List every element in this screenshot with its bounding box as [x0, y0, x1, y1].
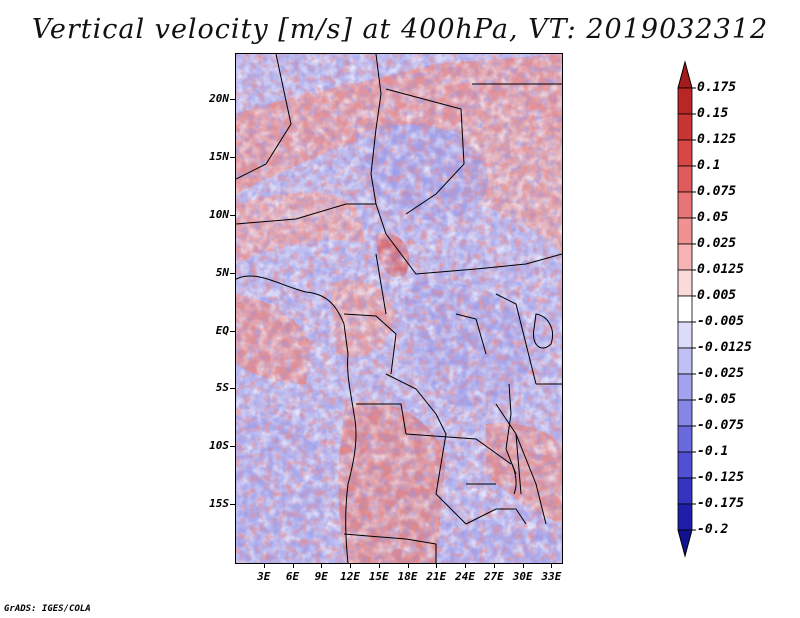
lon-tick-label: 12E: [340, 570, 360, 583]
lon-tick-mark: [264, 563, 265, 568]
map-panel: [235, 53, 563, 564]
grads-credit: GrADS: IGES/COLA: [4, 604, 91, 614]
lat-tick-mark: [230, 157, 235, 158]
colorbar-tick-label: -0.05: [697, 392, 737, 407]
colorbar-swatch: [677, 399, 693, 427]
velocity-field: [236, 54, 562, 563]
country-borders: [236, 54, 562, 563]
colorbar-tick-label: 0.005: [697, 288, 737, 303]
lon-tick-label: 27E: [483, 570, 504, 583]
lat-tick-label: EQ: [215, 323, 229, 337]
colorbar-swatch: [677, 165, 693, 193]
colorbar-swatch: [677, 503, 693, 531]
colorbar-tick-label: -0.175: [697, 496, 744, 511]
lat-tick-label: 20N: [209, 92, 229, 106]
lat-tick-label: 15N: [209, 150, 229, 164]
lon-tick-mark: [350, 563, 351, 568]
lat-tick-label: 5N: [215, 265, 229, 279]
lon-tick-mark: [408, 563, 409, 568]
downdraft-speckle: [236, 54, 562, 563]
lon-tick-label: 24E: [455, 570, 476, 583]
colorbar-tick-label: 0.125: [697, 132, 737, 147]
colorbar-tick-label: 0.075: [697, 184, 737, 199]
lon-tick-mark: [465, 563, 466, 568]
colorbar-swatch: [677, 321, 693, 349]
chart-title: Vertical velocity [m/s] at 400hPa, VT: 2…: [31, 14, 769, 45]
colorbar-tick-label: 0.0125: [697, 262, 744, 277]
lon-tick-mark: [494, 563, 495, 568]
colorbar-min-arrow: [677, 529, 693, 558]
lon-tick-label: 6E: [285, 570, 300, 583]
lon-tick-label: 21E: [426, 570, 447, 583]
lon-tick-label: 9E: [314, 570, 328, 583]
colorbar-tick-label: 0.05: [697, 210, 729, 225]
colorbar-swatch: [677, 87, 693, 115]
lat-tick-label: 10S: [209, 439, 229, 453]
colorbar-swatch: [677, 139, 693, 167]
colorbar-swatch: [677, 295, 693, 323]
lat-tick-mark: [230, 215, 235, 216]
lon-tick-mark: [523, 563, 524, 568]
colorbar-swatch: [677, 347, 693, 375]
lat-tick-mark: [230, 331, 235, 332]
lat-tick-mark: [230, 446, 235, 447]
lat-tick-mark: [230, 273, 235, 274]
lat-tick-label: 5S: [215, 381, 229, 395]
lon-tick-mark: [379, 563, 380, 568]
colorbar-max-arrow: [677, 60, 693, 89]
lat-tick-mark: [230, 388, 235, 389]
lon-tick-label: 18E: [397, 570, 418, 583]
colorbar-swatch: [677, 217, 693, 245]
colorbar-tick-label: -0.1: [697, 444, 729, 459]
colorbar-tick-label: -0.005: [697, 314, 744, 329]
lon-tick-mark: [321, 563, 322, 568]
lat-tick-mark: [230, 504, 235, 505]
lat-tick-label: 10N: [209, 207, 229, 221]
colorbar-swatch: [677, 451, 693, 479]
colorbar-swatch: [677, 113, 693, 141]
lon-tick-mark: [436, 563, 437, 568]
lakes: [505, 313, 553, 495]
colorbar-tick-label: -0.0125: [697, 340, 752, 355]
colorbar-swatch: [677, 191, 693, 219]
lon-tick-mark: [293, 563, 294, 568]
colorbar-tick-label: 0.15: [697, 106, 729, 121]
lon-tick-label: 33E: [541, 570, 562, 583]
colorbar-tick-label: 0.1: [697, 158, 721, 173]
colorbar-tick-label: -0.2: [697, 522, 729, 537]
colorbar-tick-label: 0.025: [697, 236, 737, 251]
colorbar-swatch: [677, 373, 693, 401]
colorbar-tick-label: -0.025: [697, 366, 744, 381]
colorbar-tick-label: -0.125: [697, 470, 744, 485]
colorbar-swatch: [677, 425, 693, 453]
lat-tick-mark: [230, 99, 235, 100]
colorbar-swatch: [677, 269, 693, 297]
colorbar-tick-label: 0.175: [697, 80, 737, 95]
colorbar-tick-label: -0.075: [697, 418, 744, 433]
lon-tick-mark: [551, 563, 552, 568]
lon-tick-label: 30E: [512, 570, 533, 583]
colorbar-swatch: [677, 243, 693, 271]
lon-tick-label: 15E: [368, 570, 389, 583]
lon-tick-label: 3E: [257, 570, 271, 583]
lat-tick-label: 15S: [209, 497, 229, 511]
colorbar-swatch: [677, 477, 693, 505]
